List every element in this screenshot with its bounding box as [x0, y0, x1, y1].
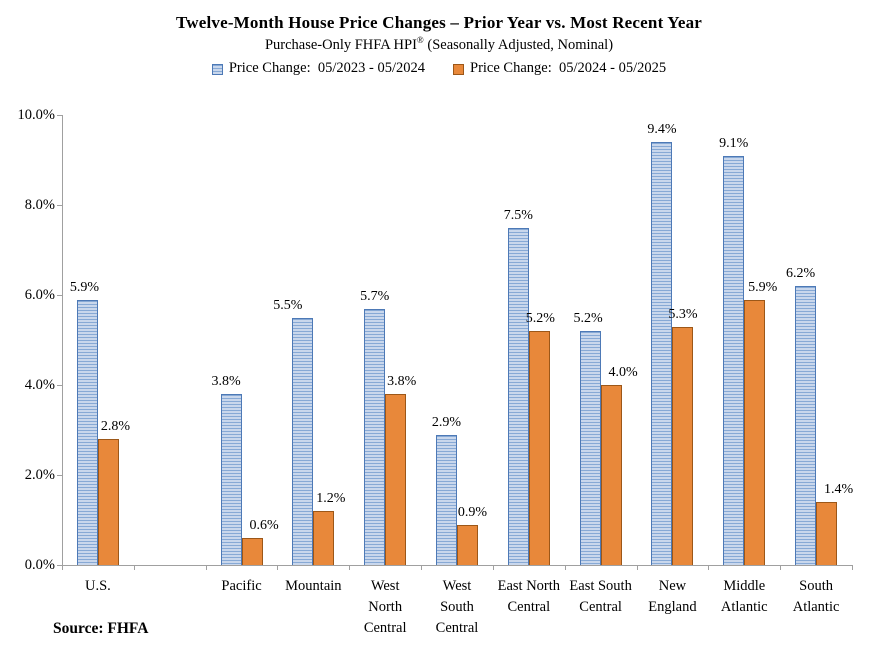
x-axis-category-label: West North Central [363, 578, 407, 636]
x-axis-tick [62, 565, 63, 570]
bar-value-label: 2.9% [431, 414, 462, 430]
x-axis-category-label: South Atlantic [792, 578, 840, 615]
y-axis-label: 4.0% [24, 377, 55, 393]
x-axis-tick [708, 565, 710, 570]
x-axis-category-label: Pacific [221, 578, 262, 594]
bar-orange-0 [97, 439, 119, 565]
bar-value-label: 5.2% [573, 311, 603, 326]
y-axis-label: 2.0% [24, 467, 55, 483]
legend-item-recent-year: Price Change: 05/2024 - 05/2025 [453, 60, 666, 77]
chart-title: Twelve-Month House Price Changes – Prior… [175, 13, 703, 32]
y-axis-label: 0.0% [24, 557, 55, 573]
bar-blue-8 [723, 155, 745, 565]
x-axis-category-label: East North Central [497, 578, 561, 615]
x-axis-tick [133, 565, 135, 570]
y-axis-tick [57, 475, 62, 476]
x-axis-category-label: U.S. [85, 578, 111, 594]
bar-orange-9 [816, 502, 838, 565]
bar-blue-3 [364, 308, 386, 565]
bar-value-label: 7.5% [503, 207, 533, 223]
bar-value-label: 5.5% [273, 297, 303, 313]
bar-value-label: 2.8% [100, 419, 130, 434]
striped-blue-swatch-icon [211, 63, 223, 75]
bar-value-label: 1.2% [316, 491, 346, 506]
bar-orange-2 [313, 511, 335, 565]
bar-value-label: 3.8% [387, 374, 417, 389]
source-note: Source: FHFA [53, 620, 149, 637]
subtitle-text-2: (Seasonally Adjusted, Nominal) [423, 37, 614, 53]
x-axis-tick [492, 565, 494, 570]
y-axis-label: 6.0% [24, 287, 55, 303]
bar-value-label: 0.6% [249, 518, 279, 533]
bar-value-label: 5.9% [69, 279, 99, 295]
bar-blue-5 [507, 227, 529, 565]
subtitle-text: Purchase-Only FHFA HPI [264, 37, 417, 53]
bar-blue-4 [436, 434, 457, 565]
bar-blue-2 [292, 317, 314, 565]
bar-orange-5 [528, 331, 550, 565]
y-axis-label: 10.0% [17, 107, 55, 123]
legend-item-prior-year: Price Change: 05/2023 - 05/2024 [211, 60, 425, 77]
x-axis-tick [852, 565, 853, 570]
bar-value-label: 0.9% [457, 504, 488, 520]
x-axis-tick [349, 565, 351, 570]
bar-orange-1 [241, 538, 263, 565]
bar-orange-4 [457, 524, 478, 565]
bar-value-label: 9.1% [719, 135, 749, 151]
bar-value-label: 5.2% [525, 311, 555, 326]
bar-blue-0 [76, 299, 98, 565]
registered-trademark-symbol: ® [416, 35, 424, 46]
x-axis-line [62, 565, 853, 566]
y-axis-line [62, 115, 63, 565]
y-axis-tick [57, 565, 62, 566]
x-axis-category-label: East South Central [569, 578, 632, 615]
legend-label-prior-year: Price Change: 05/2023 - 05/2024 [228, 60, 425, 76]
bar-orange-8 [744, 299, 766, 565]
bar-value-label: 5.7% [360, 288, 390, 304]
x-axis-tick [421, 565, 423, 570]
bar-blue-9 [795, 286, 817, 565]
x-axis-category-label: New England [648, 578, 697, 615]
chart-subtitle: Purchase-Only FHFA HPI® (Seasonally Adju… [0, 35, 878, 54]
bar-value-label: 5.3% [668, 306, 698, 322]
y-axis-tick [57, 205, 62, 206]
bar-orange-7 [672, 326, 694, 565]
x-axis-category-label: Mountain [285, 578, 342, 594]
x-axis-category-label: West South Central [435, 578, 479, 636]
bar-value-label: 5.9% [748, 279, 778, 295]
bar-blue-1 [220, 394, 242, 565]
x-axis-category-label: Middle Atlantic [720, 578, 768, 615]
x-axis-tick [564, 565, 566, 570]
legend-label-recent-year: Price Change: 05/2024 - 05/2025 [470, 60, 667, 76]
bar-blue-6 [579, 331, 601, 565]
x-axis-tick [780, 565, 782, 570]
bar-blue-7 [651, 142, 673, 565]
y-axis-tick [57, 385, 62, 386]
y-axis-label: 8.0% [24, 197, 55, 213]
x-axis-tick [205, 565, 207, 570]
bar-orange-3 [385, 394, 407, 565]
bar-orange-6 [600, 385, 622, 565]
x-axis-tick [277, 565, 279, 570]
bar-value-label: 1.4% [823, 482, 854, 497]
y-axis-tick [57, 115, 62, 116]
bar-value-label: 9.4% [647, 122, 677, 137]
chart-legend: Price Change: 05/2023 - 05/2024 Price Ch… [0, 60, 878, 77]
x-axis-tick [636, 565, 638, 570]
bar-value-label: 3.8% [211, 374, 241, 389]
solid-orange-swatch-icon [453, 63, 464, 75]
bar-value-label: 4.0% [608, 365, 638, 380]
bar-value-label: 6.2% [785, 266, 816, 281]
y-axis-tick [57, 295, 62, 296]
